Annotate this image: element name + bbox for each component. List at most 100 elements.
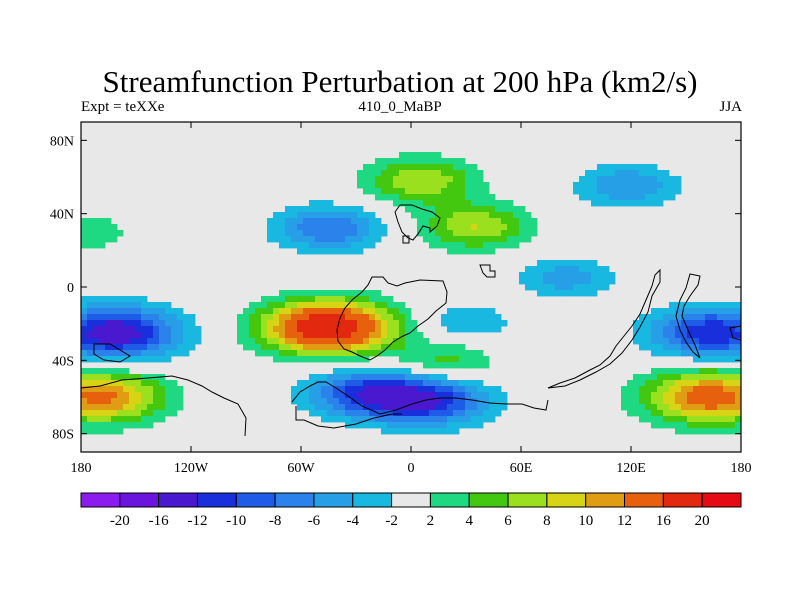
- contour-cell: [495, 224, 502, 231]
- contour-cell: [651, 188, 658, 195]
- contour-cell: [123, 338, 130, 345]
- contour-cell: [267, 224, 274, 231]
- contour-cell: [645, 182, 652, 189]
- contour-cell: [501, 242, 508, 249]
- contour-cell: [507, 206, 514, 213]
- contour-cell: [621, 392, 628, 399]
- contour-cell: [375, 380, 382, 387]
- contour-cell: [291, 308, 298, 315]
- lon-tick-label: 0: [408, 461, 415, 476]
- contour-cell: [513, 230, 520, 237]
- contour-cell: [585, 290, 592, 297]
- contour-cell: [411, 404, 418, 411]
- contour-cell: [333, 398, 340, 405]
- contour-cell: [357, 344, 364, 351]
- colorbar-label: -4: [347, 513, 360, 529]
- contour-cell: [273, 320, 280, 327]
- contour-cell: [291, 326, 298, 333]
- contour-cell: [411, 188, 418, 195]
- contour-cell: [135, 386, 142, 393]
- contour-cell: [117, 296, 124, 303]
- contour-cell: [129, 404, 136, 411]
- contour-cell: [609, 200, 616, 207]
- contour-cell: [573, 278, 580, 285]
- contour-cell: [663, 182, 670, 189]
- contour-cell: [447, 422, 454, 429]
- colorbar-label: 8: [543, 513, 551, 529]
- contour-cell: [423, 158, 430, 165]
- contour-cell: [357, 416, 364, 423]
- contour-cell: [675, 416, 682, 423]
- contour-cell: [441, 422, 448, 429]
- contour-cell: [135, 302, 142, 309]
- contour-cell: [369, 380, 376, 387]
- contour-cell: [489, 398, 496, 405]
- contour-cell: [321, 308, 328, 315]
- contour-cell: [117, 356, 124, 363]
- contour-cell: [345, 374, 352, 381]
- contour-cell: [393, 410, 400, 417]
- contour-cell: [435, 350, 442, 357]
- contour-cell: [333, 344, 340, 351]
- contour-cell: [417, 374, 424, 381]
- contour-cell: [369, 326, 376, 333]
- contour-cell: [297, 320, 304, 327]
- contour-cell: [291, 314, 298, 321]
- contour-cell: [639, 176, 646, 183]
- contour-cell: [723, 350, 730, 357]
- contour-cell: [357, 212, 364, 219]
- contour-cell: [273, 308, 280, 315]
- contour-cell: [693, 410, 700, 417]
- contour-cell: [333, 212, 340, 219]
- contour-cell: [309, 320, 316, 327]
- contour-cell: [633, 200, 640, 207]
- contour-cell: [87, 320, 94, 327]
- contour-cell: [111, 404, 118, 411]
- contour-cell: [363, 164, 370, 171]
- contour-cell: [339, 398, 346, 405]
- contour-cell: [105, 302, 112, 309]
- contour-cell: [105, 314, 112, 321]
- contour-cell: [159, 314, 166, 321]
- contour-cell: [657, 176, 664, 183]
- contour-cell: [465, 356, 472, 363]
- contour-cell: [87, 332, 94, 339]
- coastline-pacific-island-west: [93, 343, 131, 363]
- contour-cell: [375, 338, 382, 345]
- contour-cell: [669, 194, 676, 201]
- contour-cell: [465, 206, 472, 213]
- contour-cell: [603, 284, 610, 291]
- contour-cell: [333, 368, 340, 375]
- contour-cell: [531, 224, 538, 231]
- contour-cell: [303, 290, 310, 297]
- contour-cell: [477, 188, 484, 195]
- contour-cell: [285, 350, 292, 357]
- contour-cell: [735, 344, 741, 351]
- contour-cell: [375, 332, 382, 339]
- contour-cell: [123, 416, 130, 423]
- contour-cell: [303, 380, 310, 387]
- contour-cell: [477, 326, 484, 333]
- contour-cell: [267, 332, 274, 339]
- contour-cell: [669, 392, 676, 399]
- contour-cell: [687, 302, 694, 309]
- contour-cell: [99, 422, 106, 429]
- contour-cell: [369, 338, 376, 345]
- contour-cell: [411, 344, 418, 351]
- contour-cell: [345, 380, 352, 387]
- contour-cell: [543, 266, 550, 273]
- contour-cell: [585, 176, 592, 183]
- contour-cell: [489, 200, 496, 207]
- contour-cell: [159, 320, 166, 327]
- contour-cell: [471, 410, 478, 417]
- contour-cell: [465, 362, 472, 369]
- contour-cell: [309, 224, 316, 231]
- contour-cell: [669, 350, 676, 357]
- contour-cell: [657, 194, 664, 201]
- contour-cell: [729, 374, 736, 381]
- contour-cell: [669, 416, 676, 423]
- contour-cell: [585, 278, 592, 285]
- contour-cell: [339, 302, 346, 309]
- colorbar-label: 12: [617, 513, 632, 529]
- contour-cell: [699, 398, 706, 405]
